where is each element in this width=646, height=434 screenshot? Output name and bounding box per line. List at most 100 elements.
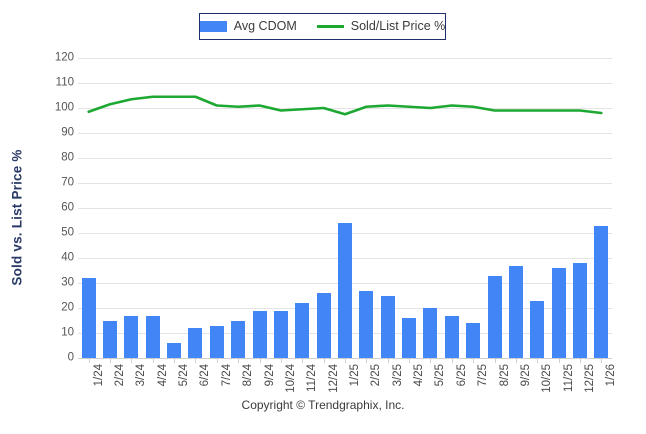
x-axis-tick: [601, 358, 603, 363]
x-axis-tick: [494, 358, 496, 363]
gridline: [78, 58, 612, 59]
x-axis-tick: [216, 358, 218, 363]
x-axis-tick-label: 7/24: [220, 364, 233, 387]
chart-legend: Avg CDOM Sold/List Price %: [199, 13, 446, 40]
gridline: [78, 108, 612, 109]
legend-line-swatch-icon: [316, 25, 344, 28]
y-axis-tick-label: 40: [61, 251, 74, 264]
bar[interactable]: [338, 223, 352, 358]
y-axis-tick-label: 80: [61, 151, 74, 164]
y-axis-tick-label: 120: [54, 51, 74, 64]
x-axis-tick: [579, 358, 581, 363]
x-axis-ticks: [78, 358, 612, 364]
x-axis-tick: [430, 358, 432, 363]
bar[interactable]: [359, 290, 374, 358]
x-axis-tick-label: 4/25: [413, 364, 426, 387]
x-axis-tick-label: 11/24: [306, 364, 319, 392]
bar[interactable]: [466, 323, 481, 358]
bar[interactable]: [295, 303, 310, 358]
y-axis-tick-label: 10: [61, 326, 74, 339]
x-axis-tick: [451, 358, 453, 363]
bar[interactable]: [273, 310, 288, 358]
y-axis-tick-label: 70: [61, 176, 74, 189]
y-axis-tick-label: 110: [55, 76, 74, 89]
bar[interactable]: [81, 278, 96, 358]
x-axis-tick: [409, 358, 411, 363]
line-path: [87, 95, 603, 116]
x-axis-tick-label: 9/24: [263, 364, 276, 387]
x-axis-tick-label: 9/25: [519, 364, 532, 387]
plot-area: [78, 58, 612, 359]
bar-series-avg-cdom: [78, 58, 612, 358]
x-axis-tick: [195, 358, 197, 363]
bar[interactable]: [124, 315, 139, 358]
legend-bar-swatch-icon: [199, 21, 227, 32]
x-axis-tick-label: 3/24: [135, 364, 148, 387]
bar[interactable]: [551, 268, 566, 358]
y-axis-tick-label: 60: [61, 201, 74, 214]
y-axis-tick-label: 0: [67, 351, 74, 364]
bar[interactable]: [209, 325, 224, 358]
x-axis-tick-label: 2/24: [114, 364, 127, 387]
x-axis-tick-label: 12/24: [327, 364, 340, 393]
bar[interactable]: [188, 328, 203, 358]
bar[interactable]: [508, 265, 523, 358]
x-axis-tick: [174, 358, 176, 363]
bar[interactable]: [167, 343, 182, 358]
x-axis-tick: [387, 358, 389, 363]
x-axis-tick: [323, 358, 325, 363]
bar[interactable]: [380, 295, 395, 358]
x-axis-tick-label: 8/24: [242, 364, 255, 387]
bar[interactable]: [252, 310, 267, 358]
x-axis-tick: [515, 358, 517, 363]
legend-item-avg-cdom: Avg CDOM: [199, 19, 297, 34]
bar[interactable]: [145, 315, 160, 358]
bar[interactable]: [487, 275, 502, 358]
bar[interactable]: [594, 225, 609, 358]
x-axis-tick-label: 1/26: [605, 364, 618, 387]
x-axis-tick: [473, 358, 475, 363]
x-axis-tick: [537, 358, 539, 363]
gridline: [78, 133, 612, 134]
gridline: [78, 183, 612, 184]
x-axis-tick: [110, 358, 112, 363]
y-axis-tick-label: 100: [54, 101, 74, 114]
x-axis-tick: [238, 358, 240, 363]
x-axis-tick-label: 1/24: [92, 364, 105, 387]
y-axis-tick-label: 20: [61, 301, 74, 314]
x-axis-tick-label: 1/25: [349, 364, 361, 387]
x-axis-tick-label: 6/25: [455, 364, 468, 387]
y-axis-tick-labels: 0 10 20 30 40 50 60 70 80 90 100 110 120: [34, 52, 74, 363]
legend-label-avg-cdom: Avg CDOM: [233, 19, 297, 34]
x-axis-tick: [131, 358, 133, 363]
bar[interactable]: [423, 308, 438, 358]
x-axis-tick: [259, 358, 261, 363]
legend-label-sold-list-price: Sold/List Price %: [350, 19, 446, 34]
bar[interactable]: [572, 263, 587, 358]
x-axis-tick: [366, 358, 368, 363]
bar[interactable]: [402, 318, 417, 358]
bar[interactable]: [530, 300, 545, 358]
x-axis-tick-label: 10/25: [541, 364, 554, 393]
x-axis-tick-label: 8/25: [498, 364, 511, 387]
y-axis-title-text: Sold vs. List Price %: [9, 148, 25, 286]
line-series-sold-list-price: [87, 95, 603, 116]
x-axis-tick: [88, 358, 90, 363]
bar[interactable]: [231, 320, 246, 358]
bar[interactable]: [103, 320, 118, 358]
x-axis-tick-label: 5/24: [178, 364, 191, 387]
gridline: [78, 208, 612, 209]
x-axis-tick-label: 10/24: [284, 364, 297, 393]
x-axis-tick-label: 6/24: [199, 364, 212, 387]
x-axis-tick-label: 5/25: [434, 364, 447, 387]
bar[interactable]: [316, 293, 331, 358]
x-axis-tick-label: 4/24: [156, 364, 169, 387]
x-axis-tick: [345, 358, 346, 363]
x-axis-tick-label: 12/25: [583, 364, 596, 393]
y-axis-title: Sold vs. List Price %: [0, 0, 34, 434]
x-axis-tick: [152, 358, 154, 363]
gridline: [78, 83, 612, 84]
y-axis-tick-label: 50: [61, 226, 74, 239]
bar[interactable]: [444, 315, 459, 358]
